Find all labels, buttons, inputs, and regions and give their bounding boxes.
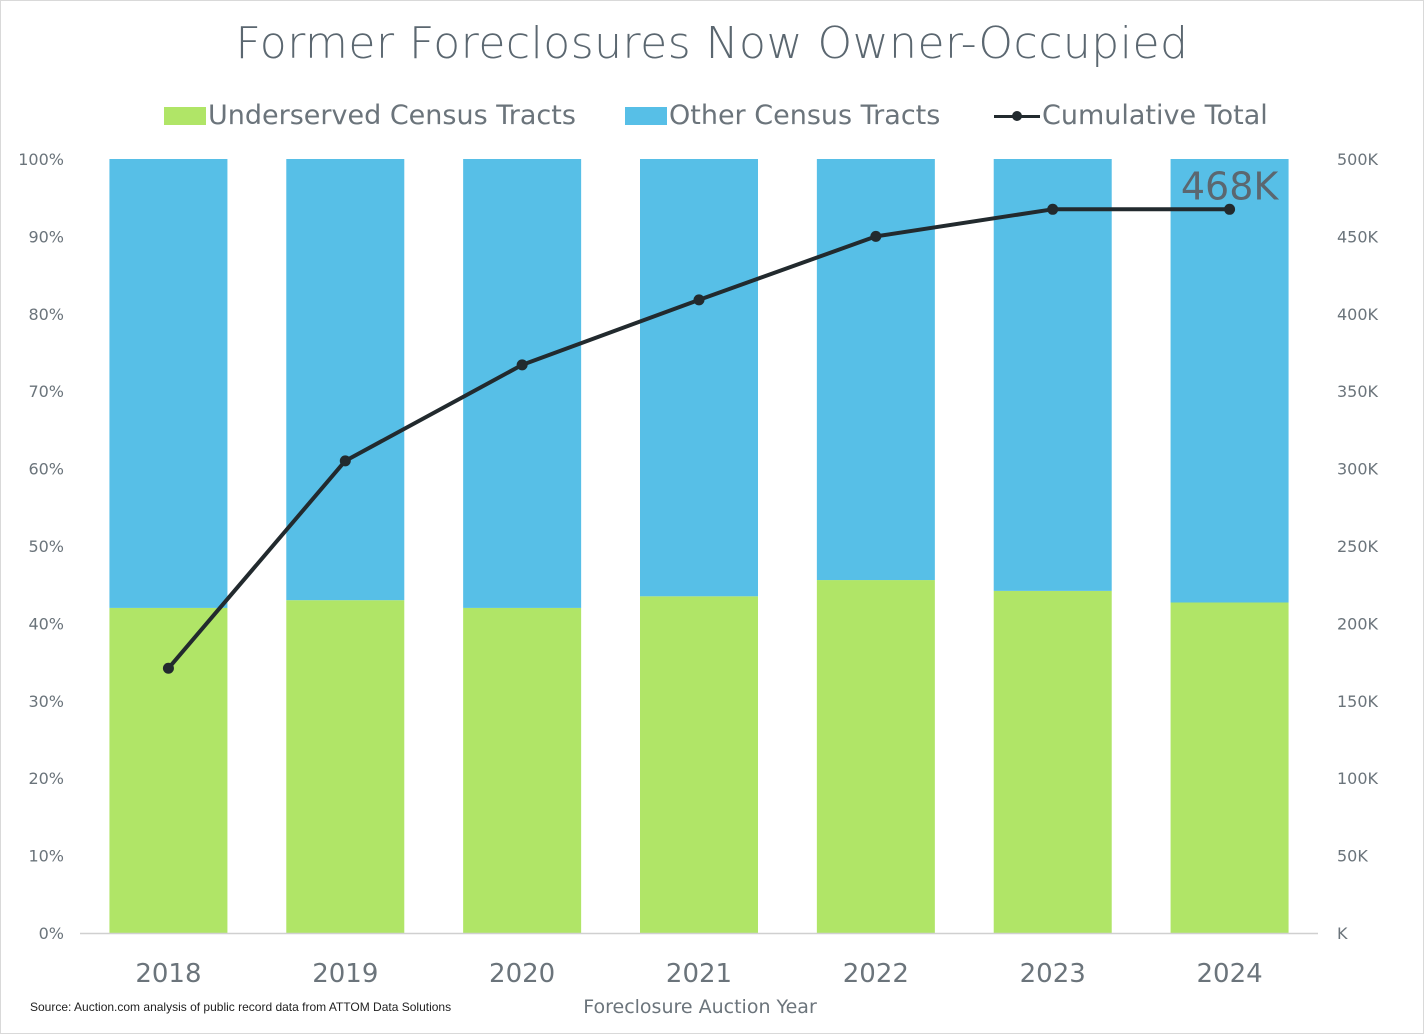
x-tick-label-2020: 2020 [489,959,555,989]
legend-item-underserved: Underserved Census Tracts [164,100,576,131]
bar-other-2023 [993,159,1112,591]
y-right-tick-label: 150K [1337,692,1379,711]
y-left-tick-label: 20% [28,769,64,788]
bar-underserved-2022 [816,580,935,933]
legend-item-other: Other Census Tracts [625,100,940,131]
x-tick-label-2022: 2022 [843,959,909,989]
cumulative-point-2021 [693,294,705,306]
y-right-tick-label: 250K [1337,537,1379,556]
y-right-tick-label: 300K [1337,460,1379,479]
x-axis-title: Foreclosure Auction Year [583,996,817,1018]
bar-other-2022 [816,159,935,581]
bar-underserved-2020 [463,607,582,933]
y-left-tick-label: 0% [39,924,64,943]
bar-underserved-2018 [109,607,228,933]
cumulative-point-2019 [339,455,351,467]
bar-other-2024 [1170,159,1289,603]
bar-underserved-2019 [286,600,405,933]
legend-label-other: Other Census Tracts [669,100,941,131]
cumulative-point-2023 [1047,203,1059,215]
legend-label-cumulative: Cumulative Total [1042,100,1268,131]
cumulative-point-2024 [1224,203,1236,215]
y-left-tick-label: 90% [28,227,64,246]
legend-item-cumulative: Cumulative Total [994,100,1268,131]
bar-other-2020 [463,159,582,608]
legend-swatch-other [625,106,667,125]
y-right-tick-label: 450K [1337,227,1379,246]
y-right-tick-label: K [1337,924,1348,943]
bar-other-2021 [640,159,758,597]
y-right-tick-label: 50K [1337,847,1368,866]
y-left-tick-label: 10% [28,847,64,866]
y-right-tick-label: 100K [1337,769,1379,788]
x-tick-label-2023: 2023 [1020,959,1086,989]
y-left-tick-label: 50% [28,537,64,556]
bar-other-2019 [286,159,405,601]
legend-label-underserved: Underserved Census Tracts [208,100,576,131]
source-note: Source: Auction.com analysis of public r… [30,1000,452,1014]
x-tick-label-2018: 2018 [135,959,201,989]
y-right-tick-label: 350K [1337,382,1379,401]
y-left-tick-label: 80% [28,305,64,324]
cumulative-point-2018 [162,662,174,674]
y-left-tick-label: 30% [28,692,64,711]
y-right-tick-label: 500K [1337,150,1379,169]
y-right-tick-label: 400K [1337,305,1379,324]
cumulative-point-2022 [870,230,882,242]
y-left-tick-label: 100% [18,150,64,169]
bar-underserved-2023 [993,590,1112,933]
chart-title: Former Foreclosures Now Owner-Occupied [235,18,1189,69]
legend-swatch-underserved [164,106,206,125]
bar-underserved-2021 [640,596,758,933]
cumulative-point-2020 [516,359,528,371]
y-left-tick-label: 60% [28,460,64,479]
y-left-tick-label: 70% [28,382,64,401]
x-tick-label-2019: 2019 [312,959,378,989]
annotation-label: 468K [1181,164,1280,208]
bar-other-2018 [109,159,228,608]
x-tick-label-2021: 2021 [666,959,732,989]
chart-legend: Underserved Census Tracts Other Census T… [0,100,1424,136]
bar-underserved-2024 [1170,602,1289,933]
y-left-tick-label: 40% [28,614,64,633]
x-tick-label-2024: 2024 [1196,959,1262,989]
y-right-tick-label: 200K [1337,614,1379,633]
legend-swatch-cumulative [994,107,1040,125]
